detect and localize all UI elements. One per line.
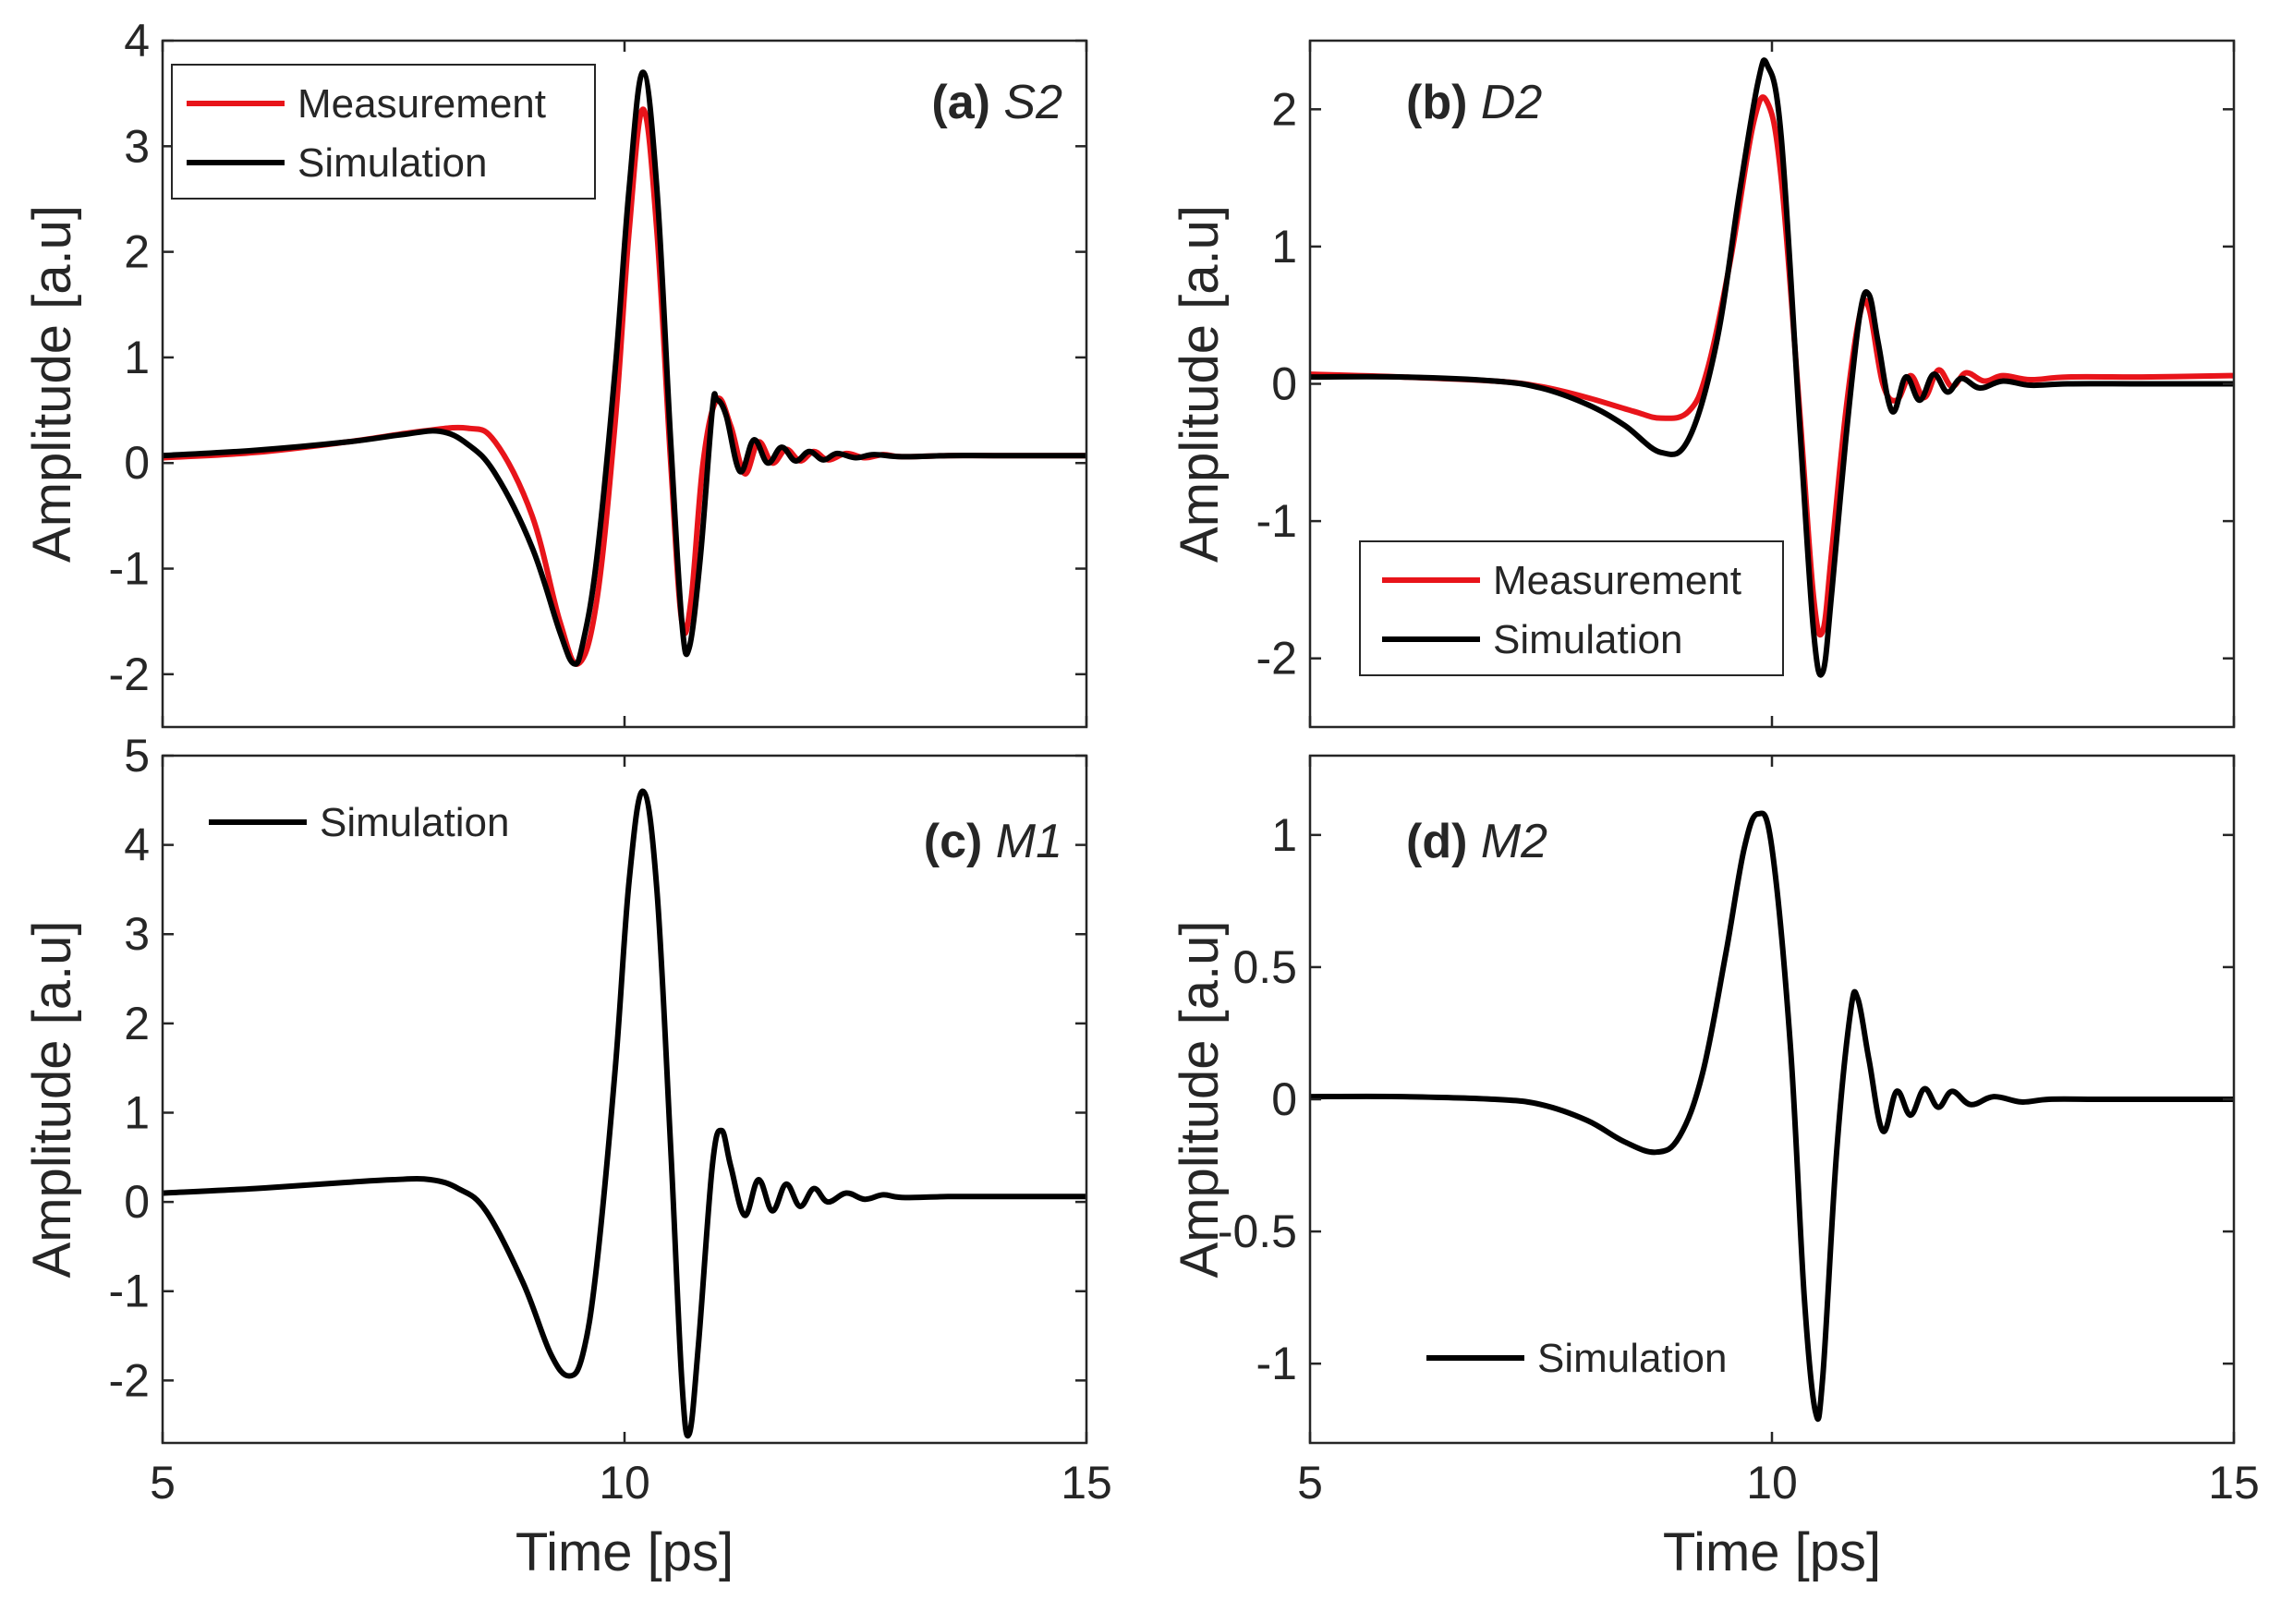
- legend-label-simulation: Simulation: [320, 800, 509, 845]
- x-tick-label: 5: [150, 1457, 176, 1509]
- panel-letter: (d): [1406, 815, 1481, 868]
- y-tick-label: 3: [124, 908, 150, 960]
- panel-letter: (b): [1406, 76, 1481, 129]
- y-tick-label: -2: [1256, 633, 1297, 685]
- y-tick-label: -2: [109, 648, 150, 700]
- y-tick-label: 2: [1271, 83, 1297, 135]
- y-tick-label: 0: [1271, 358, 1297, 410]
- x-tick-label: 15: [2208, 1457, 2260, 1509]
- panel-letter: (a): [931, 76, 1003, 129]
- legend-box: [1359, 540, 1784, 676]
- x-axis-label: Time [ps]: [1663, 1522, 1881, 1582]
- y-tick-label: 3: [124, 120, 150, 172]
- y-tick-label: -2: [109, 1354, 150, 1406]
- series-line-measurement: [1310, 94, 2234, 638]
- panel-a: -2 -1 0 1 2 3 4 Amplitude [a.u] (a) S2 Measuremen…: [22, 15, 1088, 729]
- x-tick-label: 10: [599, 1457, 650, 1509]
- legend: Measurement Simulation: [171, 64, 596, 200]
- y-tick-label: 0: [124, 1176, 150, 1228]
- legend-label-simulation: Simulation: [297, 140, 487, 186]
- panel-title: (c) M1: [924, 815, 1062, 868]
- panel-b: -2 -1 0 1 2 Amplitude [a.u] (b) D2 Measurement S…: [1170, 39, 2236, 729]
- legend-label-simulation: Simulation: [1537, 1336, 1727, 1381]
- y-tick-label: -1: [1256, 495, 1297, 547]
- legend: Simulation: [209, 800, 509, 845]
- y-tick-label: 1: [124, 1086, 150, 1138]
- y-tick-label: -1: [109, 1266, 150, 1317]
- legend: Simulation: [1426, 1336, 1727, 1381]
- panel-c: -2 -1 0 1 2 3 4 5 5 10 15 Amplitude [a.u] Time [ps] (…: [22, 730, 1112, 1582]
- y-axis-label: Amplitude [a.u]: [22, 921, 82, 1279]
- series-line-simulation: [1310, 810, 2234, 1423]
- panel-name: D2: [1481, 76, 1543, 129]
- y-tick-label: 1: [124, 332, 150, 383]
- y-tick-label: 1: [1271, 809, 1297, 861]
- y-tick-label: -0.5: [1218, 1206, 1297, 1257]
- series-line-simulation: [1310, 57, 2234, 678]
- x-axis-label: Time [ps]: [516, 1522, 734, 1582]
- y-tick-label: -1: [1256, 1338, 1297, 1389]
- panel-title: (a) S2: [931, 76, 1062, 129]
- y-tick-label: 2: [124, 998, 150, 1049]
- legend-box: [171, 64, 596, 200]
- panel-name: M1: [996, 815, 1062, 868]
- y-tick-label: 0.5: [1232, 941, 1297, 993]
- y-tick-label: 2: [124, 226, 150, 278]
- y-tick-label: -1: [109, 543, 150, 595]
- panel-name: S2: [1003, 76, 1062, 129]
- series-line-simulation: [163, 69, 1086, 667]
- y-tick-label: 1: [1271, 221, 1297, 273]
- panel-letter: (c): [924, 815, 996, 868]
- y-axis-label: Amplitude [a.u]: [1170, 921, 1230, 1279]
- y-tick-label: 4: [124, 15, 150, 67]
- legend: Measurement Simulation: [1359, 540, 1784, 676]
- x-tick-label: 10: [1746, 1457, 1798, 1509]
- y-tick-label: 0: [1271, 1073, 1297, 1125]
- legend-label-measurement: Measurement: [1493, 558, 1741, 603]
- y-tick-label: 4: [124, 819, 150, 871]
- panel-title: (b) D2: [1406, 76, 1542, 129]
- x-tick-label: 5: [1297, 1457, 1323, 1509]
- legend-label-simulation: Simulation: [1493, 617, 1682, 662]
- series-line-simulation: [163, 788, 1086, 1439]
- y-axis-label: Amplitude [a.u]: [1170, 205, 1230, 563]
- legend-label-measurement: Measurement: [297, 81, 546, 127]
- y-axis-label: Amplitude [a.u]: [22, 205, 82, 563]
- x-tick-label: 15: [1061, 1457, 1112, 1509]
- y-tick-label: 0: [124, 437, 150, 489]
- panel-name: M2: [1481, 815, 1547, 868]
- panel-title: (d) M2: [1406, 815, 1547, 868]
- y-tick-label: 5: [124, 730, 150, 782]
